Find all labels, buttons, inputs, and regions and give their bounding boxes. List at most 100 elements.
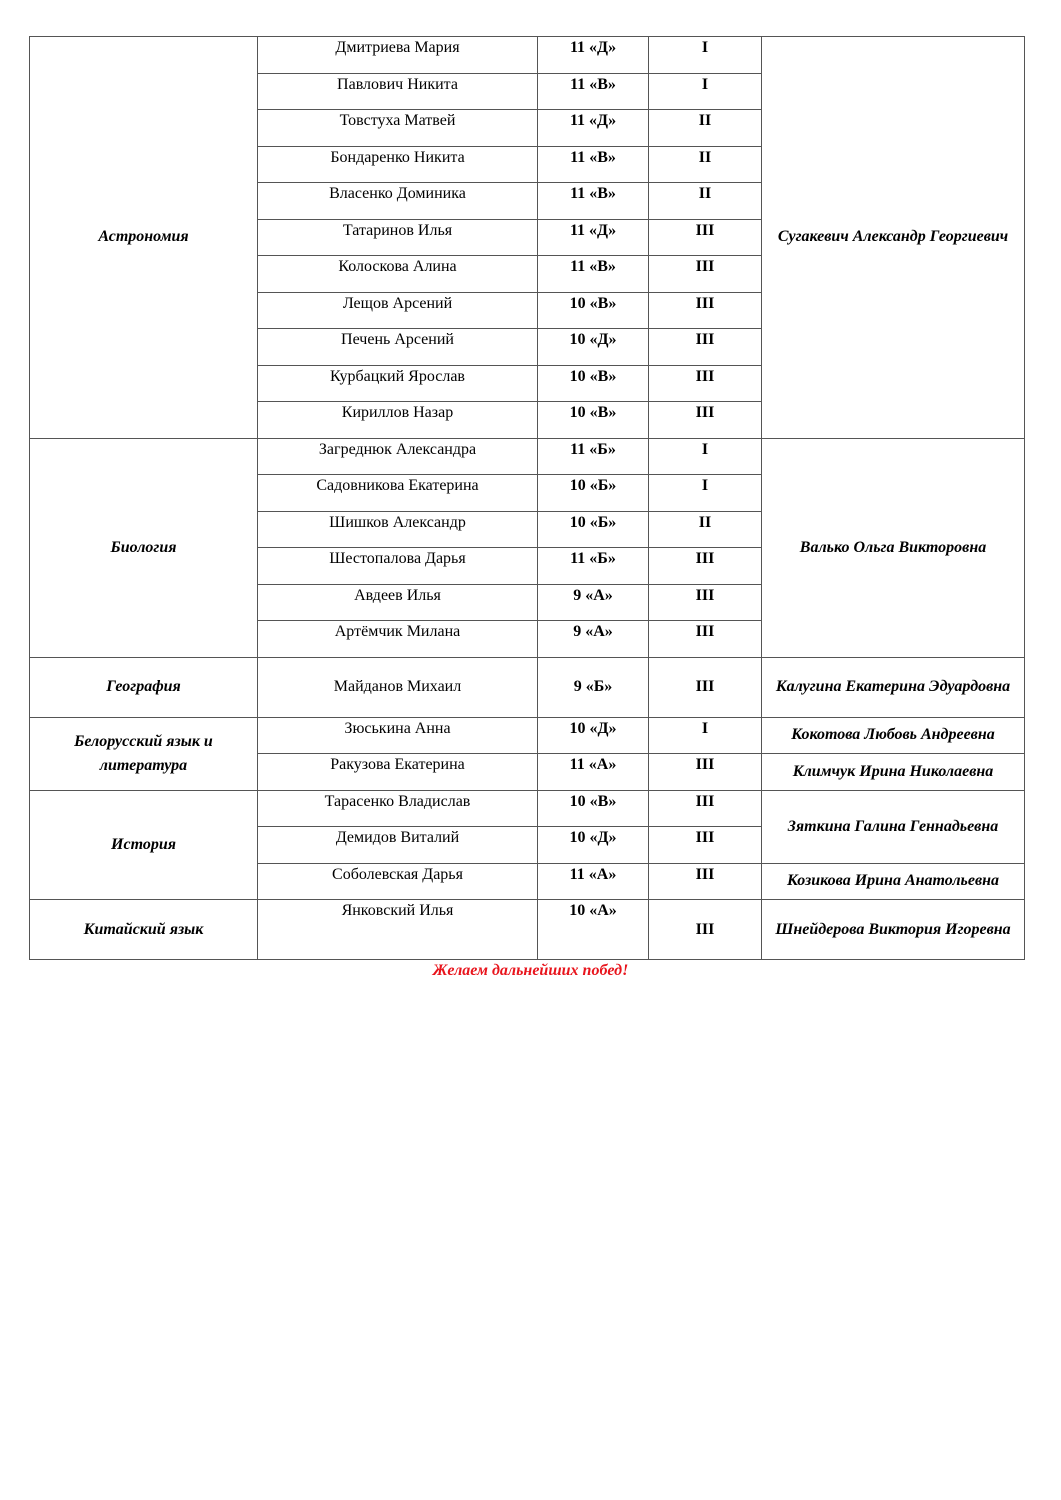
diploma-place: III (648, 656, 762, 718)
student-name: Загреднюк Александра (257, 437, 538, 475)
table-row: Китайский язык Янковский Илья 10 «А» III Шне… (29, 899, 1025, 960)
diploma-place: I (648, 36, 762, 74)
student-class: 10 «Д» (537, 328, 649, 366)
subject-cell: Китайский язык (29, 899, 258, 960)
student-class: 9 «А» (537, 620, 649, 658)
diploma-place: III (648, 899, 762, 960)
table-row: Садовникова Екатерина 10 «Б» I (30, 474, 1025, 512)
diploma-place: I (648, 437, 762, 475)
teacher-cell: Климчук Ирина Николаевна (761, 753, 1025, 791)
student-class: 10 «Д» (537, 826, 649, 864)
student-name: Курбацкий Ярослав (257, 364, 538, 402)
student-class: 11 «В» (537, 72, 649, 110)
student-name: Павлович Никита (257, 72, 538, 110)
student-name: Майданов Михаил (257, 656, 538, 718)
diploma-place: III (648, 547, 762, 585)
teacher-cell: Калугина Екатерина Эдуардовна (761, 656, 1025, 718)
diploma-place: III (648, 364, 762, 402)
table-row: Астрономия Дмитриева Мария 11 «Д» I Сугакеви… (29, 36, 1025, 439)
student-class: 11 «А» (537, 862, 649, 900)
student-class: 10 «В» (537, 789, 649, 827)
student-name: Власенко Доминика (257, 182, 538, 220)
student-class: 11 «Д» (537, 36, 649, 74)
teacher-cell: Валько Ольга Викторовна (761, 437, 1025, 658)
student-name: Зюськина Анна (257, 716, 538, 754)
student-name: Лещов Арсений (257, 291, 538, 329)
student-class: 11 «В» (537, 255, 649, 293)
student-class: 10 «В» (537, 364, 649, 402)
student-class: 11 «Б» (537, 547, 649, 585)
table-row: Павлович Никита 11 «В» I (30, 72, 1025, 110)
student-class: 10 «А» (537, 899, 649, 960)
student-name: Кириллов Назар (257, 401, 538, 439)
diploma-place: III (648, 753, 762, 791)
student-name: Дмитриева Мария (257, 36, 538, 74)
results-table: Астрономия Дмитриева Мария 11 «Д» I Сугакеви… (29, 36, 1025, 960)
diploma-place: II (648, 145, 762, 183)
student-name: Артёмчик Милана (257, 620, 538, 658)
table-row: Ракузова Екатерина 11 «А» III Климчук Ирина… (30, 753, 1025, 791)
subject-cell: История (29, 789, 258, 900)
diploma-place: III (648, 328, 762, 366)
student-name: Тарасенко Владислав (257, 789, 538, 827)
table-row: Бондаренко Никита 11 «В» II (30, 145, 1025, 183)
diploma-place: I (648, 716, 762, 754)
student-name: Ракузова Екатерина (257, 753, 538, 791)
diploma-place: III (648, 789, 762, 827)
student-class: 11 «В» (537, 182, 649, 220)
table-row: Демидов Виталий 10 «Д» III (30, 826, 1025, 864)
student-name: Товстуха Матвей (257, 109, 538, 147)
teacher-cell: Шнейдерова Виктория Игоревна (761, 899, 1025, 960)
diploma-place: I (648, 72, 762, 110)
teacher-cell: Зяткина Галина Геннадьевна (761, 789, 1025, 864)
closing-wish: Желаем дальнейших побед! (432, 962, 629, 979)
diploma-place: III (648, 620, 762, 658)
diploma-place: III (648, 291, 762, 329)
student-class: 9 «Б» (537, 656, 649, 718)
student-name: Янковский Илья (257, 899, 538, 960)
table-row: Шишков Александр 10 «Б» II (30, 510, 1025, 548)
student-class: 11 «Д» (537, 109, 649, 147)
student-class: 11 «А» (537, 753, 649, 791)
table-row: Белорусский язык и литература Зюськина Ан… (29, 716, 1025, 791)
student-name: Шестопалова Дарья (257, 547, 538, 585)
student-name: Соболевская Дарья (257, 862, 538, 900)
diploma-place: II (648, 182, 762, 220)
student-name: Садовникова Екатерина (257, 474, 538, 512)
table-row: История Тарасенко Владислав 10 «В» III Зятки… (29, 789, 1025, 900)
student-class: 10 «Б» (537, 474, 649, 512)
teacher-cell: Козикова Ирина Анатольевна (761, 862, 1025, 900)
student-name: Печень Арсений (257, 328, 538, 366)
diploma-place: III (648, 218, 762, 256)
diploma-place: III (648, 255, 762, 293)
table-row: Биология Загреднюк Александра 11 «Б» I Вальк… (29, 437, 1025, 658)
student-class: 11 «Б» (537, 437, 649, 475)
teacher-cell: Сугакевич Александр Георгиевич (761, 36, 1025, 439)
diploma-place: III (648, 826, 762, 864)
student-name: Шишков Александр (257, 510, 538, 548)
student-name: Авдеев Илья (257, 583, 538, 621)
student-name: Колоскова Алина (257, 255, 538, 293)
table-row: Авдеев Илья 9 «А» III (30, 583, 1025, 621)
table-row: Шестопалова Дарья 11 «Б» III (30, 547, 1025, 585)
subject-cell: География (29, 656, 258, 718)
student-class: 10 «Б» (537, 510, 649, 548)
student-class: 10 «Д» (537, 716, 649, 754)
student-name: Демидов Виталий (257, 826, 538, 864)
student-class: 11 «Д» (537, 218, 649, 256)
table-row: География Майданов Михаил 9 «Б» III Калугина… (29, 656, 1025, 718)
table-row: Печень Арсений 10 «Д» III (30, 328, 1025, 366)
student-class: 9 «А» (537, 583, 649, 621)
teacher-cell: Кокотова Любовь Андреевна (761, 716, 1025, 754)
subject-cell: Белорусский язык и литература (29, 716, 258, 791)
diploma-place: III (648, 401, 762, 439)
student-name: Бондаренко Никита (257, 145, 538, 183)
table-row: Власенко Доминика 11 «В» II (30, 182, 1025, 220)
subject-cell: Астрономия (29, 36, 258, 439)
diploma-place: II (648, 510, 762, 548)
diploma-place: III (648, 583, 762, 621)
student-name: Татаринов Илья (257, 218, 538, 256)
diploma-place: II (648, 109, 762, 147)
student-class: 10 «В» (537, 401, 649, 439)
student-class: 11 «В» (537, 145, 649, 183)
